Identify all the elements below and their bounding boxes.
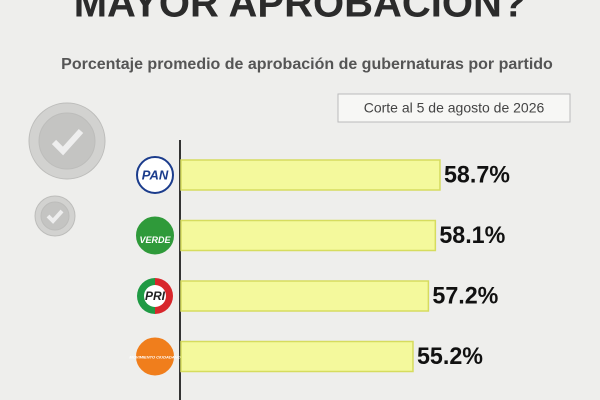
category-label: VERDE [139,235,171,245]
category-label: PAN [142,167,169,182]
category-label: MOVIMIENTO CIUDADANO [129,355,181,360]
bar [180,280,430,312]
logo-circle [136,216,174,255]
logo-circle [136,337,174,376]
chart-title: MAYOR APROBACIÓN? [74,0,527,26]
bar [180,219,437,252]
logo-center [144,285,166,307]
category-label: PRI [145,289,166,303]
logo-circle [136,156,174,194]
bar [180,340,414,373]
party-logo: PAN [136,156,174,194]
value-label: 58.7% [444,161,510,188]
value-label: 58.1% [439,222,505,249]
note-box [337,93,571,123]
subtitle: Porcentaje promedio de aprobación de gub… [61,56,553,73]
bar [180,159,441,191]
party-logo: MOVIMIENTO CIUDADANO [129,337,182,376]
value-label: 57.2% [432,282,498,309]
note: Corte al 5 de agosto de 2026 [364,100,545,116]
party-logo: PRI [137,278,173,314]
badge [28,102,106,237]
party-logo: VERDE [136,216,174,255]
value-label: 55.2% [417,343,483,370]
